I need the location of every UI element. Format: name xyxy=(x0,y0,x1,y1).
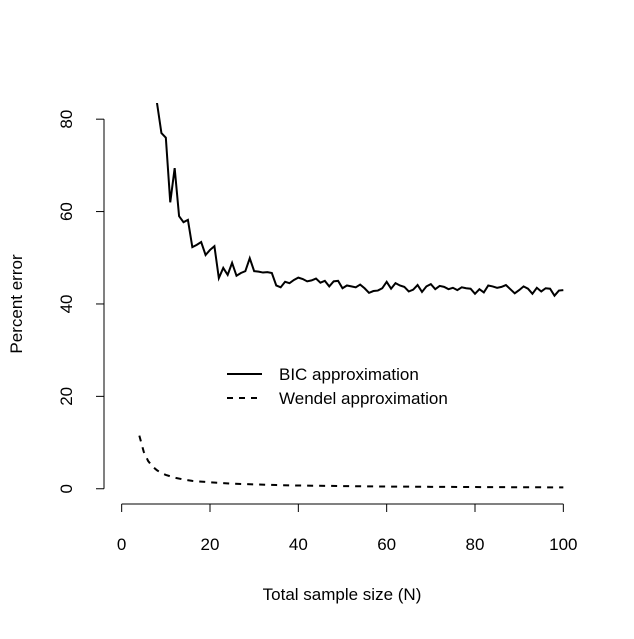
x-tick-label: 20 xyxy=(201,535,220,554)
y-axis-label: Percent error xyxy=(7,254,26,354)
y-tick-label: 60 xyxy=(57,202,76,221)
y-tick-label: 20 xyxy=(57,387,76,406)
y-tick-label: 0 xyxy=(57,484,76,493)
series-line xyxy=(155,103,564,298)
x-tick-label: 40 xyxy=(289,535,308,554)
legend-label: Wendel approximation xyxy=(279,389,448,408)
x-tick-label: 0 xyxy=(117,535,126,554)
legend-label: BIC approximation xyxy=(279,365,419,384)
x-axis-label: Total sample size (N) xyxy=(263,585,422,604)
x-tick-label: 100 xyxy=(549,535,577,554)
x-tick-label: 80 xyxy=(466,535,485,554)
series-line xyxy=(138,435,564,489)
y-tick-label: 40 xyxy=(57,295,76,314)
y-tick-label: 80 xyxy=(57,110,76,129)
plot-area xyxy=(138,103,564,489)
x-tick-label: 60 xyxy=(377,535,396,554)
